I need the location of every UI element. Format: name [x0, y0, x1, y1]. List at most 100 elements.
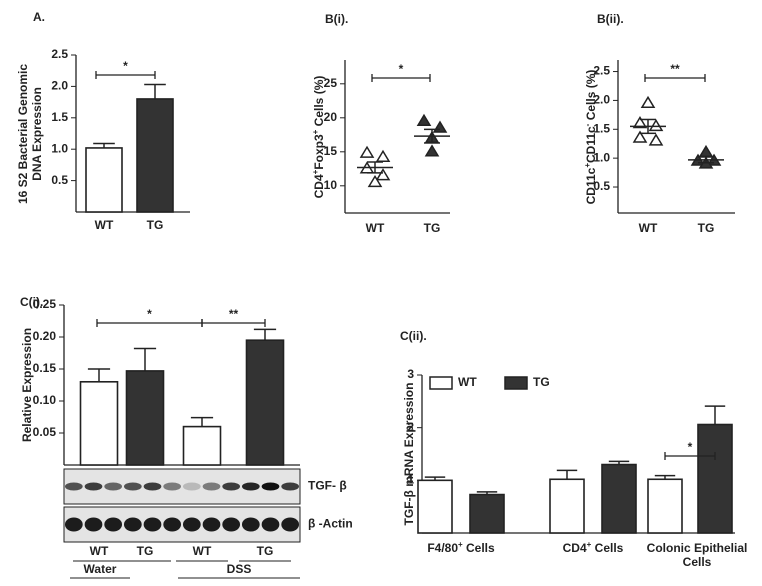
blot-band — [123, 517, 142, 532]
error-bar — [144, 83, 166, 99]
y-tick-label: 0.5 — [593, 179, 610, 193]
group-label: DSS — [227, 562, 252, 576]
error-bar — [704, 405, 726, 425]
data-point — [375, 149, 391, 162]
significance-label: * — [399, 62, 404, 76]
data-point — [359, 145, 375, 158]
data-point — [367, 174, 383, 188]
bar — [182, 425, 222, 466]
y-axis-label-part: Cells (%) — [312, 76, 326, 130]
y-tick-label: 2 — [407, 420, 414, 434]
error-bar — [253, 328, 277, 341]
bar — [417, 479, 453, 534]
y-tick-label: 3 — [407, 367, 414, 381]
blot-band — [222, 482, 241, 491]
y-axis-label-part: CD4 — [312, 174, 326, 198]
significance-label: * — [147, 307, 152, 321]
y-tick-label: 2.0 — [593, 93, 610, 107]
error-bar — [190, 416, 214, 427]
x-tick-label-part: + — [458, 540, 463, 549]
x-tick-label: TG — [137, 544, 154, 558]
panel-title: C(ii). — [400, 329, 427, 343]
y-tick-label: 15 — [324, 144, 338, 158]
bar — [697, 423, 733, 534]
legend-label: TG — [533, 375, 550, 389]
y-axis-label: CD11c+CD11c- Cells (%) — [583, 70, 599, 205]
x-tick-label-part: + — [586, 540, 592, 549]
x-tick-label-part: Cells — [462, 541, 495, 555]
bar — [79, 380, 119, 466]
panel-title: C(i). — [20, 295, 43, 309]
x-tick-label: TG — [257, 544, 274, 558]
y-tick-label: 0.15 — [33, 361, 57, 375]
data-point — [416, 113, 432, 126]
y-tick-label: 25 — [324, 76, 338, 90]
y-axis-label: TGF-β mRNA Expression — [402, 383, 416, 526]
significance-label: * — [123, 59, 128, 73]
y-tick-label: 2.5 — [51, 47, 68, 61]
bar — [125, 370, 165, 466]
y-axis-label: 16 S2 Bacterial Genomic — [16, 64, 30, 204]
y-tick-label: 2.0 — [51, 79, 68, 93]
error-bar — [87, 368, 111, 382]
x-tick-label: F4/80+ Cells — [404, 540, 518, 556]
data-point — [648, 118, 664, 132]
error-bar — [424, 128, 440, 144]
y-axis-label: CD4+Foxp3+ Cells (%) — [311, 76, 327, 199]
x-tick-label-part: Colonic Epithelial Cells — [646, 541, 748, 569]
error-bar — [698, 156, 714, 164]
data-point — [632, 130, 648, 143]
blot-band — [261, 517, 280, 532]
blot-band — [182, 517, 201, 532]
y-axis-label-part: Foxp3 — [312, 134, 326, 170]
significance-label: ** — [670, 62, 680, 76]
y-tick-label: 1.5 — [51, 110, 68, 124]
x-tick-label: TG — [147, 218, 164, 232]
x-tick-label: CD4+ Cells — [536, 540, 650, 556]
bar — [601, 463, 637, 534]
y-tick-label: 0.10 — [33, 393, 57, 407]
blot-band — [182, 482, 201, 491]
error-bar — [640, 118, 656, 135]
error-bar — [556, 469, 578, 480]
panel-title: B(ii). — [597, 12, 624, 26]
x-tick-label-part: F4/80 — [427, 541, 458, 555]
bar — [549, 478, 585, 534]
blot-band — [84, 517, 103, 532]
x-tick-label: WT — [639, 221, 658, 235]
blot-band — [104, 482, 123, 491]
blot-band — [261, 482, 280, 491]
y-axis-label-part: CD11c — [584, 167, 598, 204]
blot-band — [143, 482, 162, 491]
blot-band — [64, 482, 83, 491]
data-point — [698, 144, 714, 158]
error-bar — [133, 347, 157, 371]
legend-label: WT — [458, 375, 477, 389]
y-tick-label: 1.5 — [593, 121, 610, 135]
y-axis-label: Relative Expression — [20, 328, 34, 442]
panel-title: B(i). — [325, 12, 348, 26]
blot-band — [163, 482, 182, 491]
blot-label: TGF- β — [308, 479, 347, 493]
x-tick-label-part: Cells — [591, 541, 624, 555]
bar — [136, 98, 174, 213]
x-tick-label: Colonic Epithelial Cells — [640, 541, 754, 569]
blot-band — [104, 517, 123, 532]
y-axis-label-part: CD11c — [584, 126, 598, 163]
y-tick-label: 20 — [324, 110, 338, 124]
error-bar — [367, 161, 383, 174]
blot-band — [241, 482, 260, 491]
x-tick-label: WT — [95, 218, 114, 232]
blot-label: β -Actin — [308, 517, 353, 531]
x-tick-label: TG — [424, 221, 441, 235]
blot-band — [241, 517, 260, 532]
group-label: Water — [84, 562, 117, 576]
y-tick-label: 1 — [407, 473, 414, 487]
significance-label: * — [688, 440, 693, 454]
y-tick-label: 2.5 — [593, 64, 610, 78]
y-axis-label-part: Cells (%) — [584, 70, 598, 124]
blot-panel — [63, 506, 301, 543]
x-tick-label: TG — [698, 221, 715, 235]
